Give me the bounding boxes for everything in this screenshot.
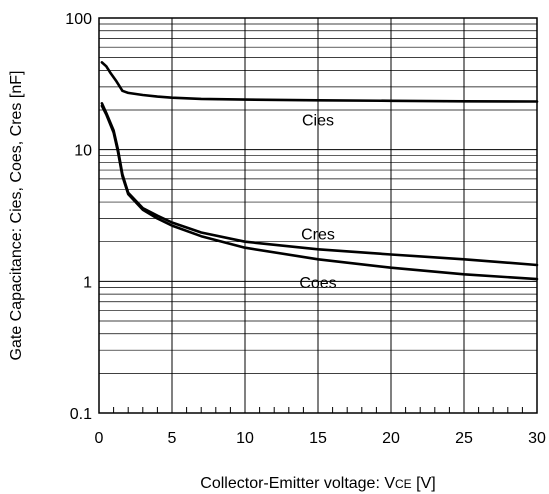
x-axis-label-main: Collector-Emitter voltage: V (200, 475, 395, 492)
x-tick-label: 15 (309, 430, 327, 447)
series-label-coes: Coes (299, 275, 336, 292)
x-tick-label: 20 (382, 430, 400, 447)
grid (99, 18, 537, 413)
y-tick-label: 100 (65, 11, 92, 28)
x-axis-label-subscript: CE (395, 477, 412, 491)
y-tick-label: 10 (74, 143, 92, 160)
x-tick-label: 30 (528, 430, 546, 447)
series-label-cres: Cres (301, 227, 335, 244)
y-axis-label: Gate Capacitance: Cies, Coes, Cres [nF] (8, 71, 25, 361)
series-coes-line (100, 104, 539, 281)
series-label-cies: Cies (302, 112, 334, 129)
x-axis-ticks (98, 407, 538, 413)
x-tick-label: 25 (455, 430, 473, 447)
series-labels: Cies Cres Coes (299, 112, 336, 292)
y-tick-labels: 0.1 1 10 100 (65, 11, 92, 423)
x-tick-labels: 0 5 10 15 20 25 30 (95, 430, 546, 447)
plot-frame (98, 17, 538, 414)
y-tick-label: 0.1 (70, 406, 92, 423)
curves (100, 61, 539, 281)
x-tick-label: 0 (95, 430, 104, 447)
x-tick-label: 10 (236, 430, 254, 447)
x-axis-label-unit: [V] (412, 475, 436, 492)
series-cies-line (100, 61, 539, 103)
x-axis-label: Collector-Emitter voltage: VCE [V] (200, 475, 435, 492)
y-tick-label: 1 (83, 274, 92, 291)
x-tick-label: 5 (168, 430, 177, 447)
